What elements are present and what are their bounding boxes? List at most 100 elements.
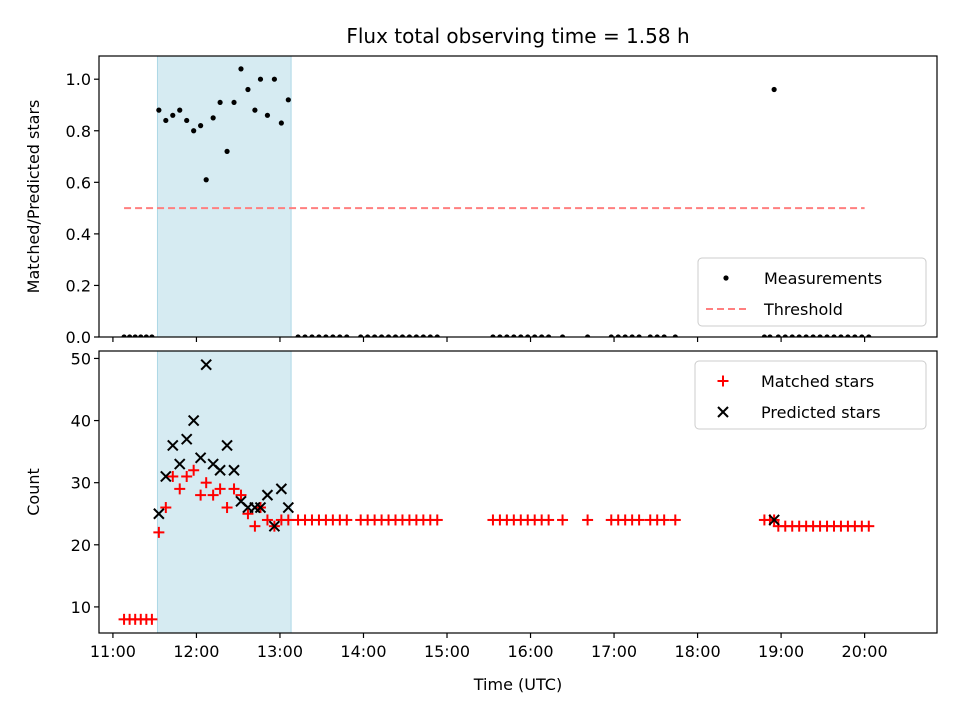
predicted-star-d2	[180, 433, 193, 445]
measurement-point	[121, 334, 127, 337]
measurement-point	[323, 334, 329, 337]
legend-box	[697, 257, 927, 327]
measurement-point	[796, 334, 802, 337]
measurement-point	[824, 334, 830, 337]
predicted-star-point	[254, 501, 267, 514]
measurement-point	[532, 334, 538, 337]
matched-star-point	[174, 483, 186, 495]
measurement-point	[330, 334, 336, 337]
legend: Matched stars Predicted stars	[694, 360, 927, 430]
measurement-point	[285, 97, 291, 103]
measurement-point	[518, 334, 524, 337]
measurement-point	[831, 334, 837, 337]
measurement-point	[372, 334, 378, 337]
measurement-point	[585, 334, 591, 337]
measurement-point	[775, 334, 781, 337]
measurement-point	[427, 334, 433, 337]
matched-star-point	[235, 489, 247, 501]
matched-star-point	[557, 514, 569, 526]
measurement-point	[316, 334, 322, 337]
measurement-point	[810, 334, 816, 337]
x-tick-label: 15:00	[424, 642, 470, 661]
predicted-star-point	[180, 433, 193, 445]
predicted-star-d2	[228, 464, 240, 476]
matched-star-point	[160, 502, 172, 514]
y-tick-label: 20	[71, 536, 91, 555]
matched-star-point	[221, 502, 233, 514]
y-tick-label: 10	[71, 598, 91, 617]
measurement-point	[191, 128, 197, 134]
matched-star-point	[431, 514, 443, 526]
matched-star-point	[582, 514, 594, 526]
predicted-star-point	[282, 501, 295, 514]
measurement-point	[406, 334, 413, 337]
predicted-star-point	[160, 470, 172, 483]
legend-marker-d2	[717, 406, 729, 418]
predicted-star-point	[275, 483, 288, 495]
matched-star-point	[200, 477, 212, 489]
matched-star-point	[195, 489, 207, 501]
x-tick-label: 16:00	[507, 642, 553, 661]
matched-star-point	[669, 514, 681, 526]
legend-marker-predicted	[717, 406, 729, 418]
predicted-star-d2	[174, 458, 186, 470]
measurement-point	[127, 334, 133, 337]
x-tick-label: 20:00	[842, 642, 888, 661]
measurement-point	[170, 112, 176, 118]
matched-star-point	[153, 526, 165, 538]
measurement-point	[615, 334, 621, 337]
measurement-point	[647, 334, 653, 337]
predicted-star-d2	[214, 464, 226, 476]
measurement-point	[654, 334, 660, 337]
matched-star-point	[181, 470, 193, 482]
predicted-star-point	[768, 514, 780, 526]
predicted-star-point	[153, 508, 165, 520]
measurement-point	[344, 334, 350, 337]
matched-star-point	[146, 613, 158, 625]
measurement-point	[434, 334, 440, 337]
predicted-star-d2	[275, 483, 288, 495]
measurement-point	[163, 117, 169, 124]
measurement-point	[838, 334, 844, 337]
y-tick-label: 1.0	[66, 70, 91, 89]
predicted-star-point	[200, 358, 212, 371]
measurement-point	[420, 334, 426, 337]
measurement-point	[295, 334, 301, 337]
measurement-point	[559, 334, 566, 337]
predicted-star-d2	[160, 470, 172, 483]
measurement-point	[184, 117, 190, 124]
matched-star-point	[633, 514, 645, 526]
matched-star-point	[543, 514, 555, 526]
predicted-star-point	[214, 464, 226, 476]
legend-label: Predicted stars	[761, 403, 881, 422]
predicted-star-d2	[235, 495, 247, 508]
measurement-point	[271, 76, 277, 82]
x-tick-label: 13:00	[257, 642, 303, 661]
measurement-point	[661, 334, 667, 337]
measurement-point	[608, 334, 614, 337]
measurement-point	[852, 334, 858, 337]
matched-star-point	[658, 514, 670, 526]
measurement-point	[504, 334, 510, 337]
measurement-point	[539, 334, 545, 337]
legend-label: Threshold	[763, 300, 843, 319]
measurement-point	[238, 66, 244, 72]
legend-label: Measurements	[764, 269, 882, 288]
measurement-point	[245, 86, 251, 93]
measurement-point	[143, 334, 149, 337]
predicted-star-d2	[207, 458, 219, 470]
y-tick-label: 0.0	[66, 328, 91, 347]
measurement-point	[629, 334, 635, 337]
measurement-point	[771, 86, 777, 93]
measurement-point	[767, 334, 773, 337]
measurement-point	[497, 334, 503, 337]
measurement-point	[252, 107, 258, 113]
measurement-point	[511, 334, 517, 337]
count-panel: 10 20 30 40 50 11:00 12:00 13:00 14:00 15:00 16:00…	[24, 349, 938, 661]
data-layer	[118, 358, 875, 625]
predicted-star-d2	[254, 501, 267, 514]
predicted-star-point	[194, 452, 207, 464]
legend-box	[694, 360, 927, 430]
predicted-star-d2	[187, 414, 200, 427]
